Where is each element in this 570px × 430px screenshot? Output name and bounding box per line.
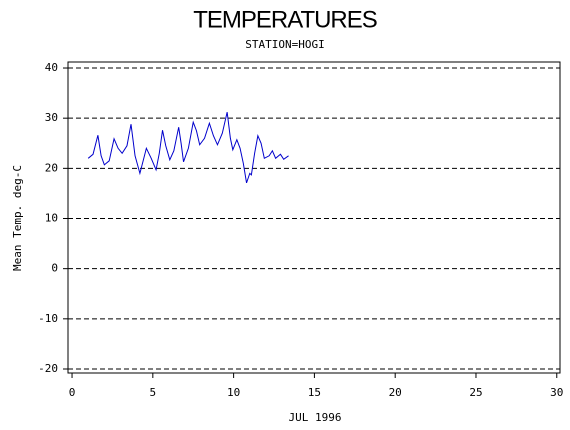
- x-tick-label: 10: [227, 386, 240, 399]
- chart-title: TEMPERATURES: [193, 6, 377, 33]
- y-tick-label: 40: [45, 61, 58, 74]
- x-tick-label: 20: [389, 386, 402, 399]
- y-axis-label: Mean Temp. deg-C: [11, 165, 24, 271]
- x-tick-label: 25: [469, 386, 482, 399]
- chart-subtitle: STATION=HOGI: [245, 38, 324, 51]
- y-tick-label: -10: [38, 312, 58, 325]
- x-tick-label: 30: [550, 386, 563, 399]
- y-tick-label: 30: [45, 111, 58, 124]
- y-tick-label: 20: [45, 161, 58, 174]
- x-tick-label: 15: [308, 386, 321, 399]
- x-tick-label: 0: [69, 386, 76, 399]
- x-axis-label: JUL 1996: [289, 411, 342, 424]
- data-line: [87, 112, 289, 184]
- y-tick-label: 0: [51, 262, 58, 275]
- y-tick-label: 10: [45, 212, 58, 225]
- x-tick-label: 5: [150, 386, 157, 399]
- plot-frame: [67, 61, 561, 374]
- y-tick-label: -20: [38, 362, 58, 375]
